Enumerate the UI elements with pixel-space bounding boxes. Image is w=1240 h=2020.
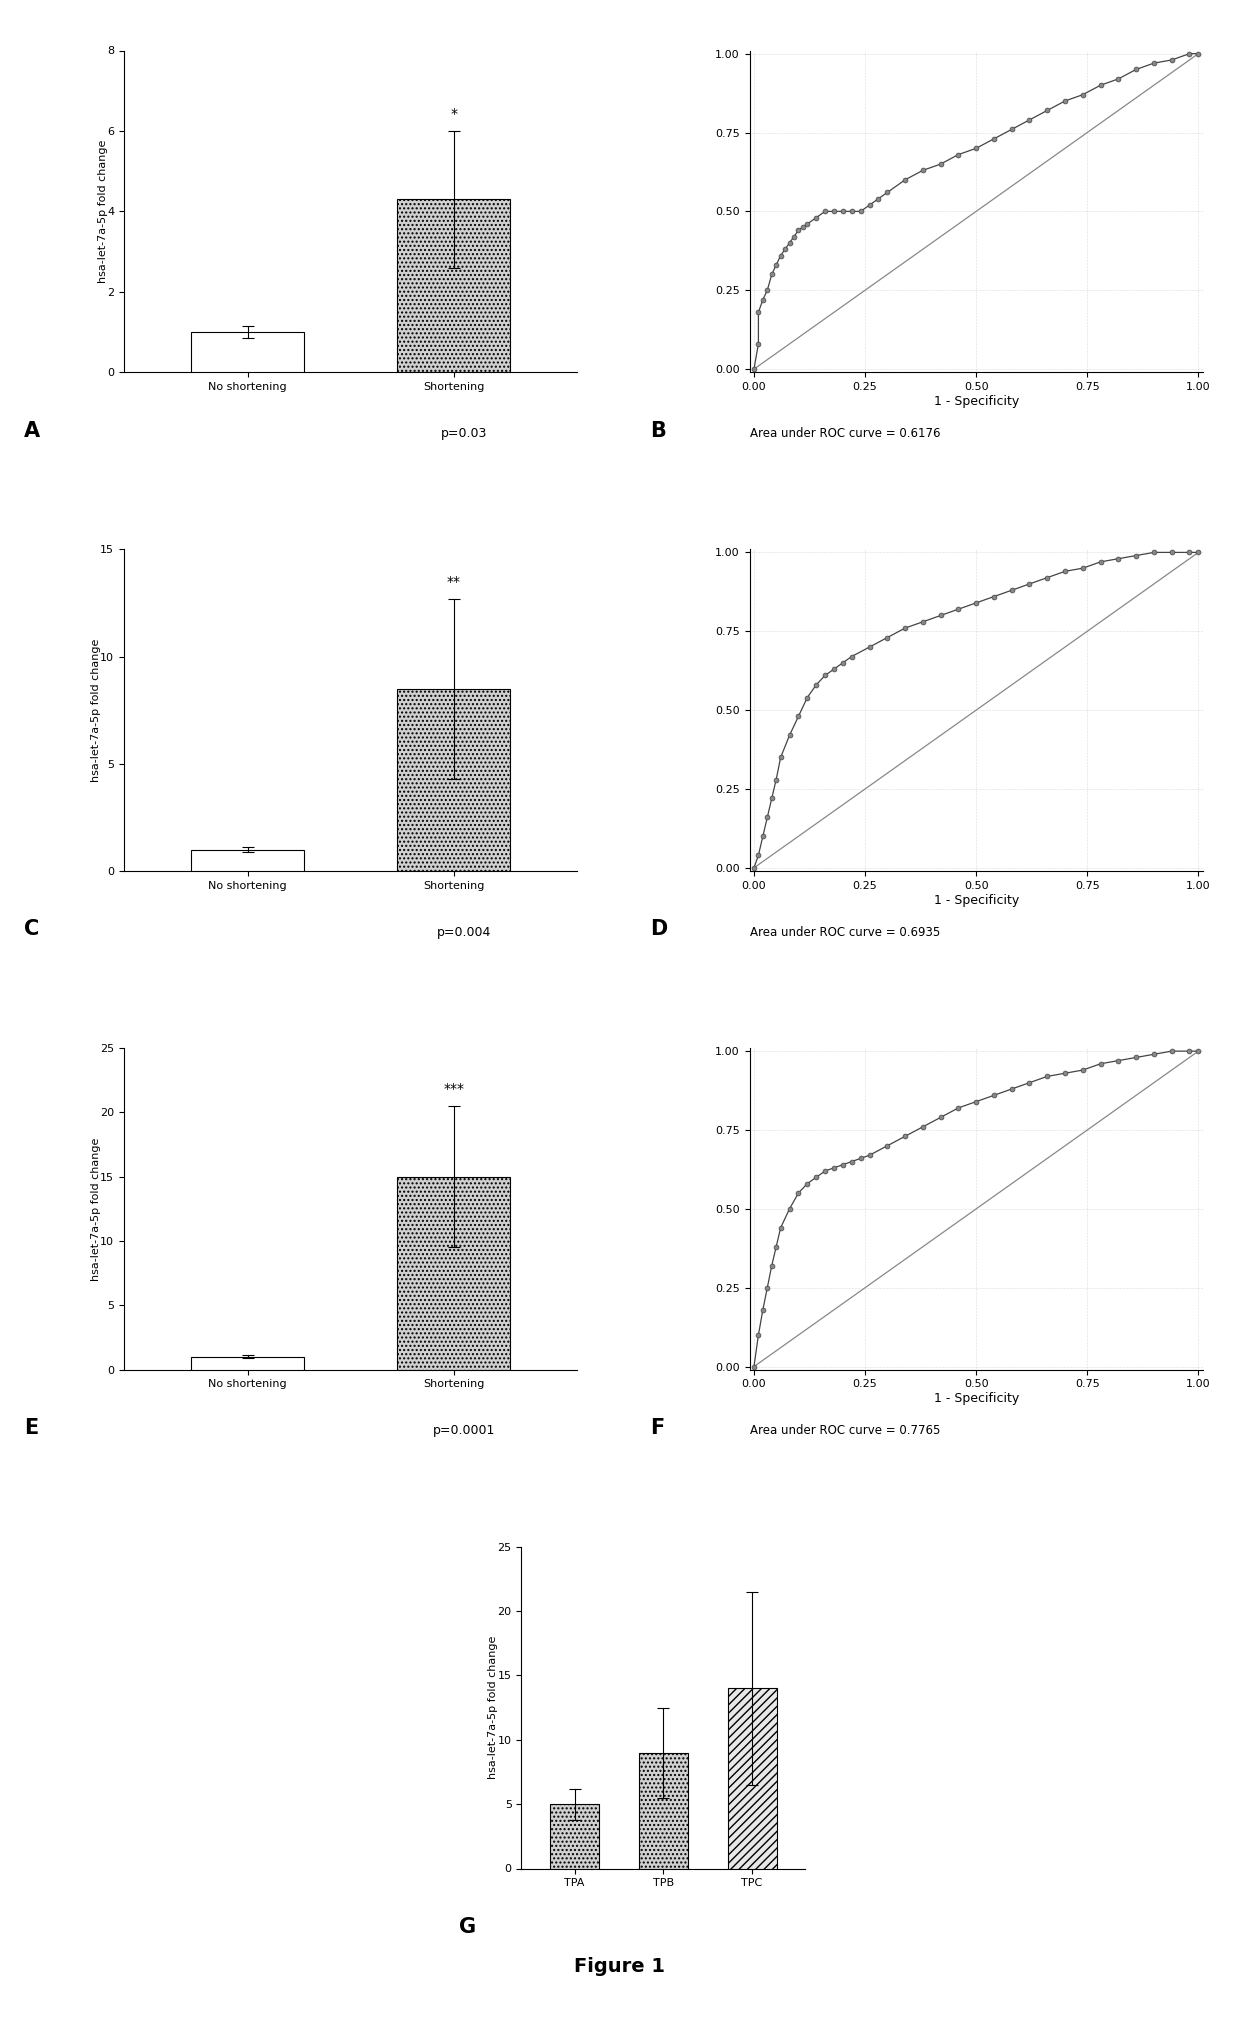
Text: Area under ROC curve = 0.6176: Area under ROC curve = 0.6176: [749, 426, 940, 440]
Bar: [397, 689, 511, 871]
Y-axis label: hsa-let-7a-5p fold change: hsa-let-7a-5p fold change: [91, 638, 102, 782]
Text: D: D: [650, 919, 667, 939]
Text: E: E: [25, 1418, 38, 1438]
Text: C: C: [25, 919, 40, 939]
Y-axis label: hsa-let-7a-5p fold change: hsa-let-7a-5p fold change: [489, 1636, 498, 1780]
Text: ***: ***: [443, 1083, 464, 1097]
Text: p=0.0001: p=0.0001: [433, 1424, 495, 1438]
Bar: [191, 1357, 304, 1370]
Text: Area under ROC curve = 0.7765: Area under ROC curve = 0.7765: [749, 1424, 940, 1438]
Y-axis label: hsa-let-7a-5p fold change: hsa-let-7a-5p fold change: [98, 139, 108, 283]
Text: p=0.03: p=0.03: [440, 426, 487, 440]
Bar: [397, 200, 511, 372]
Bar: [551, 1804, 599, 1869]
Bar: [191, 331, 304, 372]
Text: *: *: [450, 107, 458, 121]
Y-axis label: hsa-let-7a-5p fold change: hsa-let-7a-5p fold change: [91, 1137, 100, 1281]
X-axis label: 1 - Specificity: 1 - Specificity: [934, 1392, 1019, 1406]
Text: B: B: [650, 420, 666, 440]
Text: F: F: [650, 1418, 665, 1438]
Text: A: A: [25, 420, 41, 440]
Bar: [728, 1689, 776, 1869]
Text: p=0.004: p=0.004: [436, 925, 491, 939]
Text: **: **: [446, 576, 460, 590]
Text: Figure 1: Figure 1: [574, 1957, 666, 1976]
Text: G: G: [459, 1917, 476, 1937]
Bar: [639, 1753, 688, 1868]
Bar: [397, 1178, 511, 1370]
X-axis label: 1 - Specificity: 1 - Specificity: [934, 394, 1019, 408]
X-axis label: 1 - Specificity: 1 - Specificity: [934, 893, 1019, 907]
Bar: [191, 850, 304, 871]
Text: Area under ROC curve = 0.6935: Area under ROC curve = 0.6935: [749, 925, 940, 939]
